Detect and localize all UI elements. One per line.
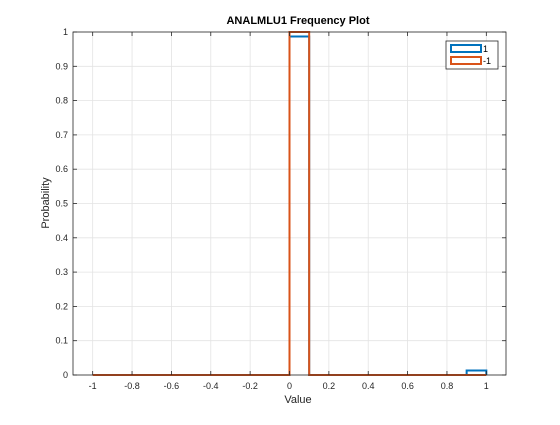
y-tick-label: 0.9 (55, 61, 68, 71)
x-tick-label: 0.2 (323, 381, 336, 391)
x-tick-label: -0.2 (242, 381, 258, 391)
y-axis-label: Probability (40, 177, 52, 229)
y-tick-label: 0 (63, 370, 68, 380)
y-tick-label: 0.3 (55, 267, 68, 277)
x-tick-label: -0.4 (203, 381, 219, 391)
y-tick-label: 0.7 (55, 130, 68, 140)
y-tick-label: 0.2 (55, 301, 68, 311)
y-tick-label: 1 (63, 27, 68, 37)
legend-label-2: -1 (483, 56, 491, 66)
x-tick-label: 0.8 (441, 381, 454, 391)
x-tick-label: 0 (287, 381, 292, 391)
y-tick-label: 0.5 (55, 199, 68, 209)
x-tick-label: 1 (484, 381, 489, 391)
x-tick-labels: -1 -0.8 -0.6 -0.4 -0.2 0 0.2 0.4 0.6 0.8 1 (89, 381, 489, 391)
y-tick-label: 0.1 (55, 336, 68, 346)
legend: 1-1 (445, 40, 499, 70)
y-tick-label: 0.8 (55, 96, 68, 106)
x-tick-label: -1 (89, 381, 97, 391)
y-tick-label: 0.4 (55, 233, 68, 243)
x-tick-label: 0.6 (401, 381, 414, 391)
y-tick-label: 0.6 (55, 164, 68, 174)
chart-title: ANALMLU1 Frequency Plot (226, 15, 369, 27)
x-tick-label: -0.8 (124, 381, 140, 391)
y-tick-labels: 0 0.1 0.2 0.3 0.4 0.5 0.6 0.7 0.8 0.9 1 (55, 27, 68, 380)
x-axis-label: Value (284, 394, 311, 406)
legend-swatch-1 (450, 44, 482, 53)
x-tick-label: -0.6 (164, 381, 180, 391)
tick-marks (73, 31, 506, 376)
x-tick-label: 0.4 (362, 381, 375, 391)
legend-swatch-2 (450, 56, 482, 65)
legend-label-1: 1 (483, 44, 488, 54)
